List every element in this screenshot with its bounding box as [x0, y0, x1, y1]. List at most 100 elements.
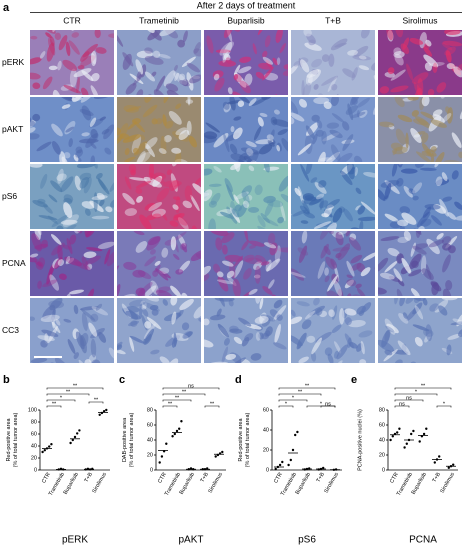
cell [179, 73, 186, 81]
cell [336, 344, 348, 360]
cell [412, 195, 419, 201]
cell [83, 251, 97, 259]
cell [73, 231, 82, 234]
data-point [389, 438, 392, 442]
cell [380, 236, 400, 242]
cell [308, 39, 316, 46]
cell [216, 271, 224, 278]
cell [97, 178, 110, 195]
cell [254, 265, 261, 284]
cell [331, 83, 338, 91]
cell [346, 279, 357, 287]
cell [237, 66, 252, 74]
cell [390, 142, 404, 151]
cell [458, 151, 462, 159]
cell [457, 62, 462, 71]
cell [263, 242, 277, 249]
cell [351, 111, 366, 119]
cell [346, 260, 355, 277]
cell [416, 151, 433, 162]
cell [233, 127, 243, 140]
cell [214, 77, 225, 92]
cell [263, 164, 270, 173]
micrograph [291, 231, 375, 296]
cell [243, 155, 253, 162]
cell [378, 121, 395, 128]
cell [80, 97, 95, 103]
cell [174, 72, 180, 82]
cell [81, 256, 89, 270]
cell [181, 56, 196, 68]
cell [158, 148, 167, 155]
cell [321, 75, 339, 86]
cell [316, 16, 325, 25]
cell [51, 123, 63, 137]
cell [219, 41, 235, 56]
cell [245, 257, 262, 265]
cell [426, 148, 437, 157]
cell [277, 247, 288, 253]
cell [90, 313, 99, 323]
cell [238, 317, 252, 327]
cell [305, 125, 315, 140]
cell [358, 216, 375, 222]
cell [278, 175, 288, 192]
y-tick-label: 0 [382, 467, 385, 473]
cell [360, 340, 365, 355]
cell [146, 236, 161, 251]
cell [266, 134, 274, 141]
cell [122, 192, 135, 205]
cell [332, 207, 343, 223]
cell [301, 319, 312, 330]
cell [144, 142, 155, 158]
cell [291, 100, 299, 115]
cell [396, 177, 404, 187]
cell [213, 73, 220, 81]
cell [108, 347, 114, 360]
cell [302, 83, 312, 95]
cell [325, 199, 340, 209]
cell [229, 97, 236, 111]
cell [444, 30, 461, 36]
cell [442, 288, 452, 296]
cell [253, 261, 263, 270]
chart-title: PCNA [409, 535, 437, 546]
cell [301, 80, 305, 95]
cell [357, 205, 366, 215]
micrograph-bg [117, 164, 201, 229]
cell [348, 320, 366, 328]
cell [328, 231, 334, 235]
cell [318, 180, 327, 188]
cell [217, 276, 229, 292]
cell [79, 306, 99, 311]
cell [413, 81, 424, 95]
cell [155, 268, 169, 281]
cell [117, 283, 121, 296]
cell [161, 247, 169, 258]
cell [445, 50, 452, 63]
cell [204, 265, 212, 277]
cell [413, 298, 422, 304]
cell [313, 97, 330, 105]
cell [190, 249, 201, 262]
cell [162, 180, 182, 188]
cell [62, 97, 73, 101]
data-point [41, 450, 44, 454]
cell [434, 164, 440, 168]
cell [81, 70, 94, 82]
micrograph [30, 231, 114, 296]
cell [169, 220, 179, 227]
cell [253, 126, 262, 141]
cell [356, 343, 363, 352]
cell [319, 198, 324, 210]
micrograph [117, 30, 201, 95]
cell [204, 189, 213, 202]
cell [398, 312, 409, 324]
cell [135, 59, 144, 75]
cell [294, 187, 302, 197]
cell [291, 268, 305, 281]
cell [152, 50, 161, 58]
micrograph [291, 298, 375, 363]
cell [80, 87, 89, 95]
cell [249, 244, 257, 249]
